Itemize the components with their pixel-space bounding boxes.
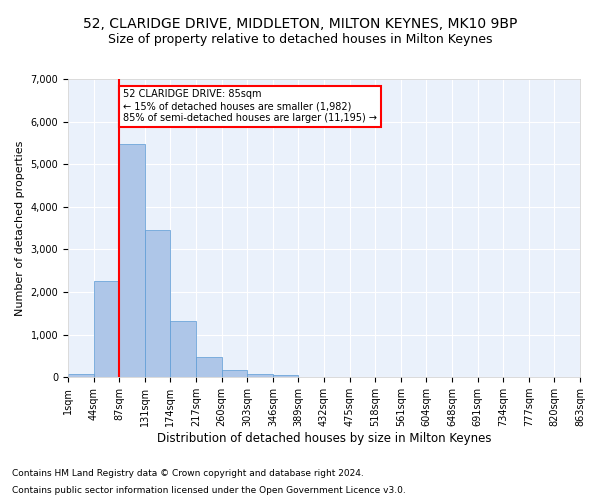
Bar xyxy=(196,357,221,377)
Bar xyxy=(247,374,273,377)
Bar xyxy=(221,370,247,377)
Bar xyxy=(119,144,145,377)
Bar xyxy=(68,374,94,377)
Text: Contains HM Land Registry data © Crown copyright and database right 2024.: Contains HM Land Registry data © Crown c… xyxy=(12,468,364,477)
Text: Size of property relative to detached houses in Milton Keynes: Size of property relative to detached ho… xyxy=(108,32,492,46)
Text: 52, CLARIDGE DRIVE, MIDDLETON, MILTON KEYNES, MK10 9BP: 52, CLARIDGE DRIVE, MIDDLETON, MILTON KE… xyxy=(83,18,517,32)
Text: Contains public sector information licensed under the Open Government Licence v3: Contains public sector information licen… xyxy=(12,486,406,495)
Bar xyxy=(273,375,298,377)
Bar xyxy=(170,321,196,377)
X-axis label: Distribution of detached houses by size in Milton Keynes: Distribution of detached houses by size … xyxy=(157,432,491,445)
Bar xyxy=(94,280,119,377)
Bar xyxy=(145,230,170,377)
Text: 52 CLARIDGE DRIVE: 85sqm
← 15% of detached houses are smaller (1,982)
85% of sem: 52 CLARIDGE DRIVE: 85sqm ← 15% of detach… xyxy=(123,90,377,122)
Y-axis label: Number of detached properties: Number of detached properties xyxy=(15,140,25,316)
